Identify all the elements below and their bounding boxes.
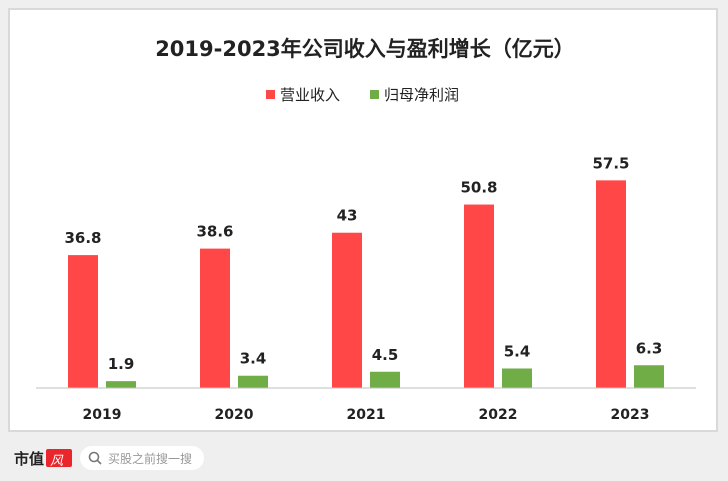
data-label: 4.5: [372, 346, 399, 364]
bar-profit-2023: [634, 365, 664, 388]
bar-revenue-2021: [332, 232, 362, 388]
data-label: 36.8: [64, 229, 101, 247]
brand-name: 市值: [14, 449, 45, 468]
footer: 市值 风 买股之前搜一搜: [14, 446, 205, 470]
x-tick-label: 2020: [215, 407, 254, 423]
search-placeholder: 买股之前搜一搜: [108, 451, 193, 466]
data-label: 1.9: [108, 355, 135, 373]
chart-card: 2019-2023年公司收入与盈利增长（亿元） 营业收入 归母净利润 36.8 1.…: [8, 8, 718, 432]
bar-revenue-2020: [200, 248, 230, 388]
bar-profit-2021: [370, 371, 400, 388]
legend-swatch-0: [266, 90, 275, 99]
bar-revenue-2022: [464, 204, 494, 388]
x-tick-label: 2022: [479, 407, 518, 423]
bar-profit-2022: [502, 368, 532, 388]
legend-label-0: 营业收入: [280, 86, 340, 104]
data-label: 43: [337, 207, 358, 225]
legend-label-1: 归母净利润: [384, 86, 459, 104]
bar-revenue-2023: [596, 180, 626, 388]
data-label: 6.3: [636, 339, 663, 357]
x-tick-label: 2023: [611, 407, 650, 423]
data-label: 50.8: [460, 179, 497, 197]
bar-profit-2019: [106, 381, 136, 388]
bar-chart: 2019-2023年公司收入与盈利增长（亿元） 营业收入 归母净利润 36.8 1.…: [36, 37, 696, 423]
brand-logo: 风: [46, 449, 73, 469]
data-label: 57.5: [592, 154, 629, 172]
x-tick-label: 2021: [347, 407, 386, 423]
data-label: 3.4: [240, 350, 267, 368]
search-icon: [88, 451, 102, 465]
legend: 营业收入 归母净利润: [266, 86, 459, 104]
data-label: 38.6: [196, 223, 233, 241]
x-tick-label: 2019: [83, 407, 122, 423]
data-label: 5.4: [504, 343, 531, 361]
legend-swatch-1: [370, 90, 379, 99]
search-box[interactable]: 买股之前搜一搜: [80, 446, 205, 470]
bar-profit-2020: [238, 375, 268, 388]
chart-title: 2019-2023年公司收入与盈利增长（亿元）: [155, 37, 575, 61]
bar-revenue-2019: [68, 255, 98, 388]
